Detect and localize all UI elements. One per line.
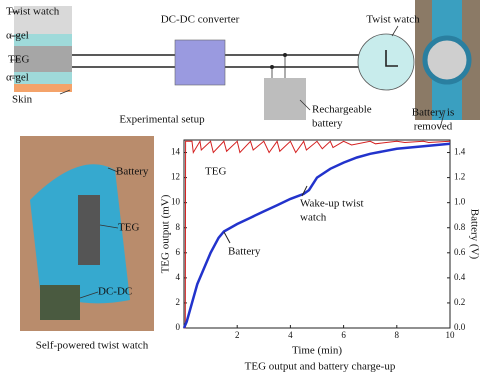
y-tick-label: 4 <box>176 272 181 282</box>
y-tick-label: 8 <box>176 222 181 232</box>
watch-face <box>422 35 472 85</box>
x-tick-label: 8 <box>395 330 400 340</box>
removed-label: Battery is <box>412 107 454 119</box>
chart: 0 2 4 6 8 10 12 14 0.0 0.2 0.4 0.6 0.8 1.0 1.2 1.4 2 4 6 8 1… <box>160 139 480 373</box>
annotation: watch <box>300 212 327 224</box>
layer-label: TEG <box>8 54 29 66</box>
battery-box <box>264 78 306 120</box>
y-tick-label: 14 <box>171 147 181 157</box>
x-tick-label: 4 <box>288 330 293 340</box>
node <box>283 53 287 57</box>
y-tick-label: 2 <box>176 297 181 307</box>
caption: Experimental setup <box>119 114 205 126</box>
y-tick-label: 6 <box>176 247 181 257</box>
y2-tick-label: 0.0 <box>454 322 466 332</box>
x-tick-label: 10 <box>446 330 456 340</box>
teg-module <box>78 195 100 265</box>
series-line <box>182 142 451 329</box>
y2-tick-label: 1.4 <box>454 147 466 157</box>
y-tick-label: 0 <box>176 322 181 332</box>
dcdc-board <box>40 285 80 320</box>
layer-label: Skin <box>12 94 33 106</box>
annotation: Battery <box>228 246 261 258</box>
watch-layer <box>14 6 72 34</box>
y2-tick-label: 1.0 <box>454 197 466 207</box>
gel-layer <box>14 72 72 84</box>
photo-label: DC-DC <box>98 286 132 298</box>
y2-tick-label: 1.2 <box>454 172 465 182</box>
skin-layer <box>14 84 72 92</box>
y-tick-label: 10 <box>171 197 181 207</box>
y2-tick-label: 0.2 <box>454 297 465 307</box>
converter-box <box>174 39 226 86</box>
photo-label: Battery <box>116 166 149 178</box>
leader <box>223 231 231 244</box>
annotation: Wake-up twist <box>300 198 364 210</box>
y2-tick-label: 0.6 <box>454 247 466 257</box>
x-tick-label: 6 <box>341 330 346 340</box>
caption: Self-powered twist watch <box>36 340 149 352</box>
y-axis-label: TEG output (mV) <box>160 194 172 273</box>
annotation: TEG <box>205 166 226 178</box>
x-tick-label: 2 <box>235 330 240 340</box>
plot-frame <box>183 139 451 329</box>
y2-tick-label: 0.4 <box>454 272 466 282</box>
y2-tick-label: 0.8 <box>454 222 466 232</box>
leader <box>79 167 119 299</box>
teg-layer <box>14 46 72 72</box>
layer-label: α-gel <box>6 30 29 42</box>
node <box>270 65 274 69</box>
battery-label: battery <box>312 118 343 130</box>
converter-label: DC-DC converter <box>161 14 240 26</box>
leader <box>301 185 308 197</box>
x-axis-label: Time (min) <box>292 345 342 357</box>
layer-label: Twist watch <box>6 6 60 18</box>
watch-label: Twist watch <box>366 14 420 26</box>
y2-axis-label: Battery (V) <box>468 209 480 260</box>
removed-label: removed <box>414 121 453 133</box>
caption: TEG output and battery charge-up <box>245 361 396 373</box>
watch-hands <box>385 50 398 67</box>
layer-label: α-gel <box>6 72 29 84</box>
battery-label: Rechargeable <box>312 104 372 116</box>
leader <box>10 11 446 129</box>
series-line <box>184 139 451 329</box>
wire <box>72 54 360 68</box>
gel-layer <box>14 34 72 46</box>
y-tick-label: 12 <box>171 172 180 182</box>
photo-label: TEG <box>118 222 139 234</box>
